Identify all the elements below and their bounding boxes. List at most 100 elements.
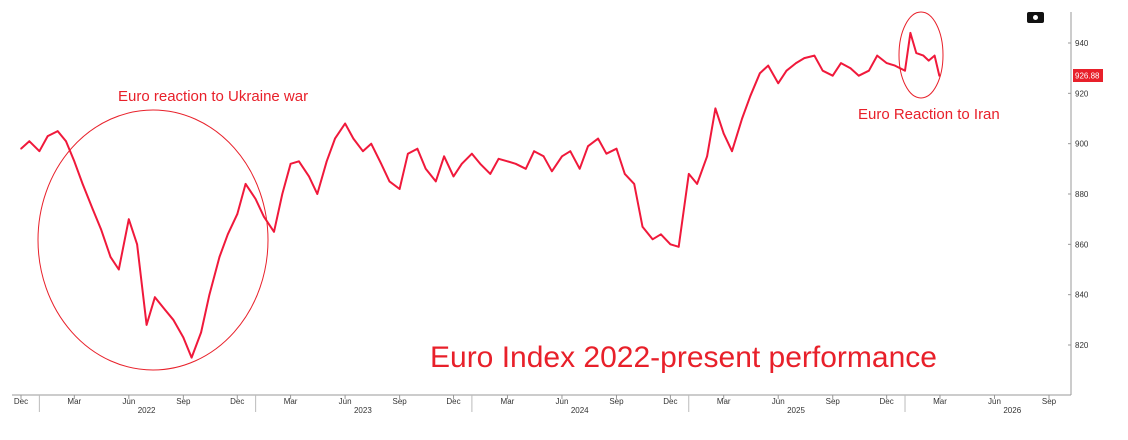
data-point [706, 155, 708, 158]
data-point [714, 107, 717, 110]
data-point [651, 238, 654, 241]
x-tick-label: Mar [67, 397, 81, 406]
data-point [922, 54, 925, 57]
x-tick-label: Dec [14, 397, 28, 406]
x-tick-label: Jun [339, 397, 352, 406]
data-point [164, 309, 166, 311]
data-point [641, 225, 644, 228]
data-point [909, 32, 912, 34]
data-point [344, 122, 346, 125]
x-tick-label: Dec [230, 397, 244, 406]
data-point [533, 150, 535, 152]
year-label: 2026 [1003, 406, 1021, 415]
year-label: 2023 [354, 406, 372, 415]
data-point [479, 163, 482, 165]
data-point [904, 69, 906, 72]
y-tick-label: 940 [1075, 39, 1089, 48]
data-point [128, 218, 130, 220]
data-point [136, 243, 138, 246]
data-point [497, 158, 500, 160]
y-tick-label: 860 [1075, 240, 1089, 249]
x-tick-label: Sep [392, 397, 407, 406]
y-tick-label: 880 [1075, 190, 1089, 199]
data-point [624, 173, 626, 175]
data-point [722, 132, 725, 135]
data-point [398, 188, 401, 190]
data-point [91, 208, 94, 210]
data-point [749, 95, 752, 97]
data-point [20, 147, 22, 150]
data-point [100, 228, 102, 230]
data-point [514, 163, 517, 165]
ukraine-annotation-label: Euro reaction to Ukraine war [118, 88, 308, 105]
data-point [435, 180, 437, 183]
data-point [803, 57, 806, 59]
camera-icon[interactable] [1027, 12, 1044, 23]
data-point [561, 155, 563, 158]
x-tick-label: Mar [717, 397, 731, 406]
data-point [927, 59, 930, 62]
data-point [65, 140, 67, 142]
data-point [308, 175, 310, 178]
data-point [244, 183, 247, 185]
data-point [56, 130, 59, 132]
data-point [578, 168, 581, 170]
data-point [254, 198, 257, 200]
x-tick-label: Jun [122, 397, 135, 406]
data-point [506, 160, 509, 163]
data-point [218, 256, 221, 258]
data-point [298, 160, 300, 163]
data-point [236, 213, 239, 215]
data-point [785, 69, 788, 72]
data-point [263, 215, 265, 218]
data-point [767, 64, 769, 67]
data-point [633, 183, 635, 185]
data-point [118, 268, 120, 271]
data-point [461, 163, 463, 165]
data-point [227, 233, 229, 236]
data-point [605, 152, 608, 155]
data-point [154, 296, 156, 299]
chart-title: Euro Index 2022-present performance [430, 341, 937, 374]
data-point [894, 64, 896, 67]
data-point [281, 193, 284, 195]
data-point [38, 150, 41, 152]
last-value-tag: 926.88 [1073, 69, 1103, 82]
data-point [172, 319, 175, 321]
year-label: 2022 [138, 406, 156, 415]
data-point [876, 54, 878, 57]
x-tick-label: Dec [880, 397, 894, 406]
x-tick-label: Jun [556, 397, 569, 406]
data-point [73, 160, 76, 163]
data-point [471, 152, 473, 155]
data-point [489, 173, 492, 175]
data-point [109, 256, 112, 258]
data-point [677, 246, 680, 248]
y-tick-label: 840 [1075, 291, 1089, 300]
last-value-label: 926.88 [1075, 72, 1100, 81]
year-label: 2025 [787, 406, 805, 415]
x-tick-label: Sep [609, 397, 624, 406]
y-tick-label: 900 [1075, 140, 1089, 149]
data-point [885, 62, 888, 64]
x-tick-label: Mar [284, 397, 298, 406]
data-point [81, 183, 84, 185]
x-tick-label: Jun [988, 397, 1001, 406]
ukraine-annotation-circle [37, 109, 269, 371]
data-point [424, 168, 427, 170]
data-point [362, 150, 364, 152]
x-tick-label: Sep [826, 397, 841, 406]
data-point [849, 67, 852, 69]
data-point [615, 147, 618, 150]
data-point [777, 82, 779, 85]
data-point [731, 150, 733, 152]
data-point [289, 163, 292, 165]
data-point [831, 74, 834, 77]
data-point [813, 54, 816, 57]
x-tick-label: Jun [772, 397, 785, 406]
y-tick-label: 820 [1075, 341, 1089, 350]
series-line [20, 31, 941, 359]
data-point [569, 150, 572, 152]
data-point [200, 331, 202, 334]
